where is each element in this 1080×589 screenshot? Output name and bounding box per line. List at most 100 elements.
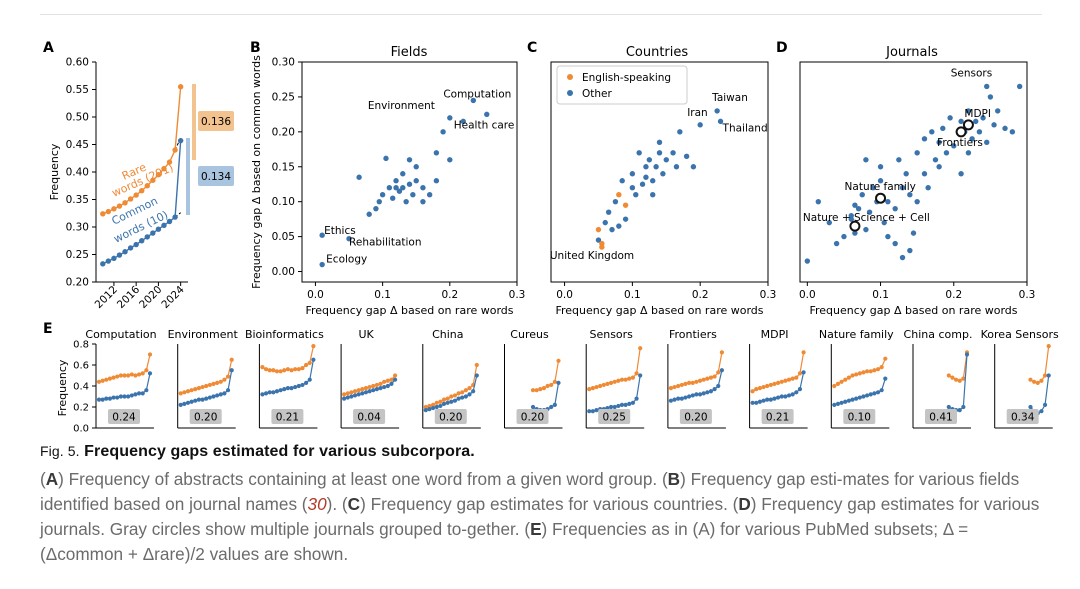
- y-tick-label: 0.2: [73, 403, 89, 414]
- x-tick-label: 0.2: [441, 289, 458, 301]
- caption-ref-d: D: [738, 494, 751, 514]
- common-point: [193, 398, 198, 403]
- rare-point: [850, 373, 855, 378]
- data-point: [413, 178, 419, 184]
- data-point: [936, 139, 942, 146]
- common-point: [271, 390, 276, 395]
- y-tick-label: 0.8: [73, 340, 89, 351]
- common-point: [634, 396, 639, 401]
- y-tick-label: 0.30: [272, 57, 295, 69]
- top-divider: [40, 14, 1042, 15]
- data-point: [932, 157, 939, 163]
- common-point: [957, 408, 962, 413]
- rare-point: [456, 391, 461, 396]
- caption-part-d: ) Frequency gap estimates for various jo…: [40, 494, 1040, 539]
- common-point: [111, 395, 116, 400]
- y-tick-label: 0.0: [73, 424, 89, 435]
- rare-point: [556, 358, 561, 363]
- rare-point: [367, 384, 372, 390]
- data-point-other: [622, 216, 629, 222]
- data-point: [116, 252, 123, 258]
- common-point: [225, 388, 231, 393]
- common-point: [211, 394, 216, 399]
- citation-link[interactable]: 30: [307, 494, 327, 514]
- data-point: [116, 203, 123, 209]
- rare-point: [961, 376, 966, 381]
- common-point: [289, 386, 294, 391]
- rare-point: [538, 387, 543, 392]
- rare-point: [423, 404, 428, 410]
- rare-point: [534, 388, 539, 393]
- common-point: [594, 408, 599, 413]
- common-point: [552, 402, 557, 407]
- rare-point: [1042, 373, 1048, 378]
- data-point: [127, 245, 134, 251]
- rare-point: [757, 386, 762, 391]
- data-point-other: [714, 108, 720, 114]
- data-point: [951, 143, 957, 149]
- subplot-nature-family: Nature family 0.10: [819, 328, 894, 429]
- x-tick-label: 0.3: [760, 289, 777, 301]
- data-point: [161, 222, 167, 229]
- data-point: [984, 83, 990, 90]
- rare-point: [549, 382, 554, 388]
- data-point-other: [616, 223, 622, 229]
- common-point: [875, 390, 881, 395]
- data-point: [863, 226, 869, 233]
- rare-point: [708, 375, 714, 380]
- rare-point: [832, 383, 837, 389]
- common-point: [374, 387, 379, 392]
- rare-point: [616, 378, 621, 383]
- rare-point: [300, 366, 305, 371]
- x-tick-label: 0.0: [556, 289, 573, 301]
- delta-value: 0.21: [276, 412, 299, 424]
- rare-point: [668, 386, 674, 391]
- y-tick-label: 0.30: [66, 222, 89, 234]
- rare-point: [750, 389, 755, 394]
- rare-point: [883, 356, 888, 361]
- rare-point: [445, 396, 450, 401]
- common-point: [757, 399, 762, 404]
- data-point: [319, 261, 325, 268]
- point-label: Health care: [454, 119, 515, 131]
- group-circle: [962, 119, 974, 131]
- common-point: [761, 398, 766, 403]
- common-point: [587, 409, 592, 414]
- data-point: [155, 226, 162, 232]
- common-point: [1046, 373, 1051, 378]
- common-point: [839, 400, 844, 405]
- common-point: [452, 398, 458, 403]
- data-point: [892, 205, 898, 212]
- data-point: [447, 115, 453, 121]
- common-point: [185, 400, 191, 405]
- y-tick-label: 0.4: [73, 382, 89, 393]
- common-point: [423, 408, 428, 413]
- point-label: Taiwan: [711, 92, 748, 104]
- rare-point: [776, 380, 781, 385]
- common-point: [182, 401, 187, 406]
- rare-point: [115, 374, 120, 379]
- rare-point: [687, 380, 692, 385]
- common-point: [961, 404, 966, 410]
- rare-point: [218, 379, 223, 384]
- delta-value: 0.04: [357, 412, 381, 424]
- common-point: [474, 373, 479, 378]
- rare-point: [843, 377, 848, 382]
- subplot-bioinformatics: Bioinformatics 0.21: [245, 328, 324, 429]
- data-point: [910, 230, 917, 236]
- data-point: [965, 108, 972, 114]
- data-point-other: [629, 171, 636, 177]
- data-point: [1002, 125, 1008, 132]
- common-point: [118, 394, 123, 399]
- data-point: [410, 191, 416, 198]
- data-point: [965, 150, 972, 156]
- rare-point: [530, 388, 536, 393]
- common-point: [672, 397, 677, 402]
- caption-part-c: ) Frequency gap estimates for various co…: [360, 494, 739, 514]
- data-point-other: [612, 198, 619, 205]
- rare-point: [608, 380, 614, 385]
- subplot-title: Computation: [85, 328, 156, 341]
- rare-point: [467, 386, 472, 391]
- data-point: [376, 198, 382, 205]
- rare-point: [761, 384, 766, 390]
